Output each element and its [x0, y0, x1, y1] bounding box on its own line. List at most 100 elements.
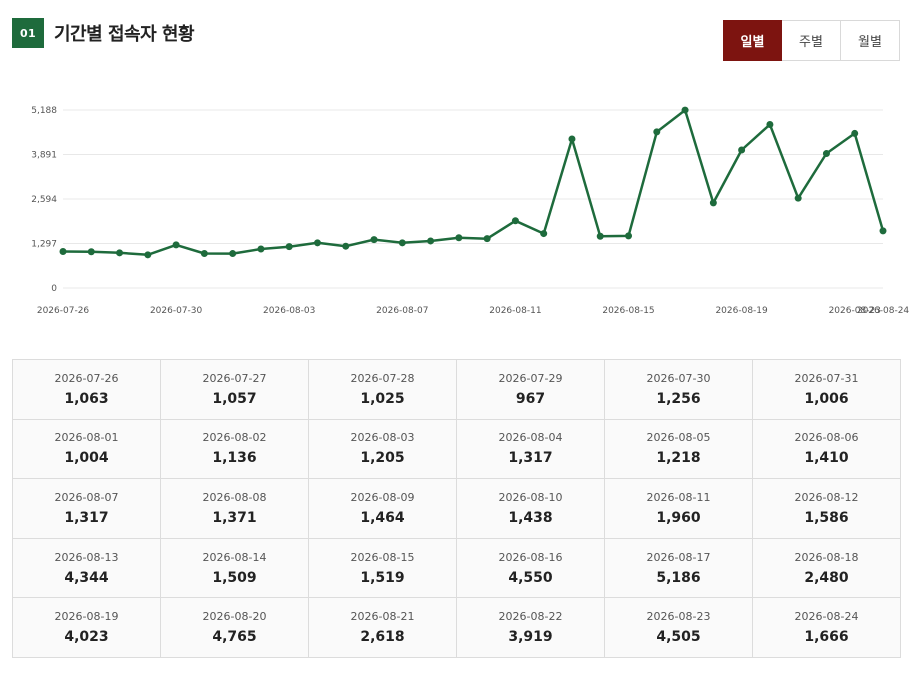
- cell-date: 2026-08-02: [202, 431, 267, 445]
- cell-date: 2026-08-16: [498, 550, 563, 564]
- cell-date: 2026-08-08: [202, 490, 267, 504]
- cell-date: 2026-08-23: [646, 610, 711, 624]
- table-row: 2026-08-01 1,004 2026-08-02 1,136 2026-08-03…: [13, 419, 901, 480]
- data-point[interactable]: [483, 235, 491, 243]
- cell-date: 2026-07-28: [350, 371, 415, 385]
- period-tabs: 일별 주별 월별: [723, 20, 900, 61]
- cell-value: 1,586: [804, 509, 849, 526]
- data-point[interactable]: [257, 245, 265, 253]
- table-cell: 2026-08-07 1,317: [13, 479, 161, 539]
- data-point[interactable]: [455, 234, 463, 242]
- data-point[interactable]: [427, 237, 435, 245]
- data-point[interactable]: [370, 236, 378, 244]
- cell-value: 1,025: [360, 390, 405, 407]
- cell-value: 4,505: [656, 629, 701, 646]
- data-point[interactable]: [342, 242, 350, 250]
- cell-date: 2026-07-31: [794, 371, 859, 385]
- data-point[interactable]: [511, 217, 519, 225]
- data-point[interactable]: [596, 232, 604, 240]
- data-point[interactable]: [766, 121, 774, 129]
- data-point[interactable]: [398, 239, 406, 247]
- table-row: 2026-07-26 1,063 2026-07-27 1,057 2026-07-28…: [13, 360, 901, 420]
- table-cell: 2026-07-26 1,063: [13, 360, 161, 420]
- data-point[interactable]: [822, 150, 830, 158]
- data-point[interactable]: [681, 106, 689, 114]
- table-cell: 2026-08-21 2,618: [309, 598, 457, 658]
- data-point[interactable]: [116, 249, 124, 257]
- data-point[interactable]: [794, 194, 802, 202]
- cell-value: 1,317: [508, 450, 553, 467]
- cell-value: 1,509: [212, 569, 257, 586]
- cell-value: 2,480: [804, 569, 849, 586]
- x-tick-label: 2026-08-07: [376, 306, 428, 316]
- data-point[interactable]: [540, 230, 548, 238]
- tab-daily[interactable]: 일별: [723, 20, 782, 61]
- data-point[interactable]: [59, 248, 67, 256]
- data-point[interactable]: [285, 243, 293, 251]
- table-cell: 2026-08-16 4,550: [457, 538, 605, 599]
- cell-date: 2026-08-21: [350, 610, 415, 624]
- cell-value: 1,205: [360, 450, 405, 467]
- cell-value: 1,057: [212, 390, 257, 407]
- cell-value: 1,410: [804, 450, 849, 467]
- data-point[interactable]: [879, 227, 887, 235]
- cell-date: 2026-08-14: [202, 550, 267, 564]
- cell-value: 1,371: [212, 509, 257, 526]
- data-point[interactable]: [313, 239, 321, 247]
- cell-date: 2026-07-27: [202, 371, 267, 385]
- y-tick-label: 5,188: [31, 106, 57, 116]
- section-number-badge: 01: [12, 18, 44, 48]
- cell-value: 1,464: [360, 509, 405, 526]
- table-row: 2026-08-13 4,344 2026-08-14 1,509 2026-08-15…: [13, 538, 901, 599]
- cell-date: 2026-08-03: [350, 431, 415, 445]
- y-tick-label: 2,594: [31, 195, 57, 205]
- cell-value: 4,765: [212, 629, 257, 646]
- table-cell: 2026-08-18 2,480: [753, 538, 901, 599]
- data-point[interactable]: [200, 249, 208, 257]
- cell-date: 2026-08-04: [498, 431, 563, 445]
- cell-date: 2026-08-12: [794, 490, 859, 504]
- tab-monthly[interactable]: 월별: [841, 20, 900, 61]
- cell-date: 2026-08-09: [350, 490, 415, 504]
- table-cell: 2026-08-05 1,218: [605, 419, 753, 480]
- cell-value: 3,919: [508, 629, 553, 646]
- series-line: [62, 108, 885, 257]
- x-tick-label: 2026-08-23: [829, 306, 881, 316]
- x-tick-label: 2026-07-26: [37, 306, 90, 316]
- tab-weekly[interactable]: 주별: [782, 20, 841, 61]
- cell-value: 1,218: [656, 450, 701, 467]
- daily-visitors-table: 2026-07-26 1,063 2026-07-27 1,057 2026-07-28…: [12, 359, 901, 658]
- data-point[interactable]: [625, 232, 633, 240]
- data-point[interactable]: [229, 250, 237, 258]
- cell-value: 1,004: [64, 450, 109, 467]
- x-tick-label: 2026-08-15: [602, 306, 654, 316]
- cell-date: 2026-08-24: [794, 610, 859, 624]
- data-point[interactable]: [851, 129, 859, 137]
- cell-date: 2026-08-15: [350, 550, 415, 564]
- cell-date: 2026-08-22: [498, 610, 563, 624]
- data-point[interactable]: [738, 146, 746, 154]
- cell-date: 2026-08-20: [202, 610, 267, 624]
- cell-date: 2026-08-18: [794, 550, 859, 564]
- table-cell: 2026-07-28 1,025: [309, 360, 457, 420]
- cell-value: 5,186: [656, 569, 701, 586]
- table-cell: 2026-08-24 1,666: [753, 598, 901, 658]
- x-tick-label: 2026-07-30: [150, 306, 203, 316]
- cell-value: 1,960: [656, 509, 701, 526]
- table-cell: 2026-07-30 1,256: [605, 360, 753, 420]
- data-point[interactable]: [172, 241, 180, 249]
- data-point[interactable]: [144, 251, 152, 259]
- table-cell: 2026-08-15 1,519: [309, 538, 457, 599]
- data-point[interactable]: [653, 128, 661, 136]
- y-tick-label: 1,297: [31, 240, 57, 250]
- visitors-line-chart: 0 1,297 2,594 3,891 5,188 2026-07-26 2026-07-3…: [31, 106, 909, 316]
- cell-date: 2026-08-06: [794, 431, 859, 445]
- x-tick-label: 2026-08-19: [715, 306, 768, 316]
- table-cell: 2026-08-09 1,464: [309, 479, 457, 539]
- cell-date: 2026-08-11: [646, 490, 711, 504]
- data-point[interactable]: [568, 135, 576, 143]
- cell-value: 1,006: [804, 390, 849, 407]
- data-point[interactable]: [87, 248, 95, 256]
- data-point[interactable]: [709, 199, 717, 207]
- cell-date: 2026-08-07: [54, 490, 119, 504]
